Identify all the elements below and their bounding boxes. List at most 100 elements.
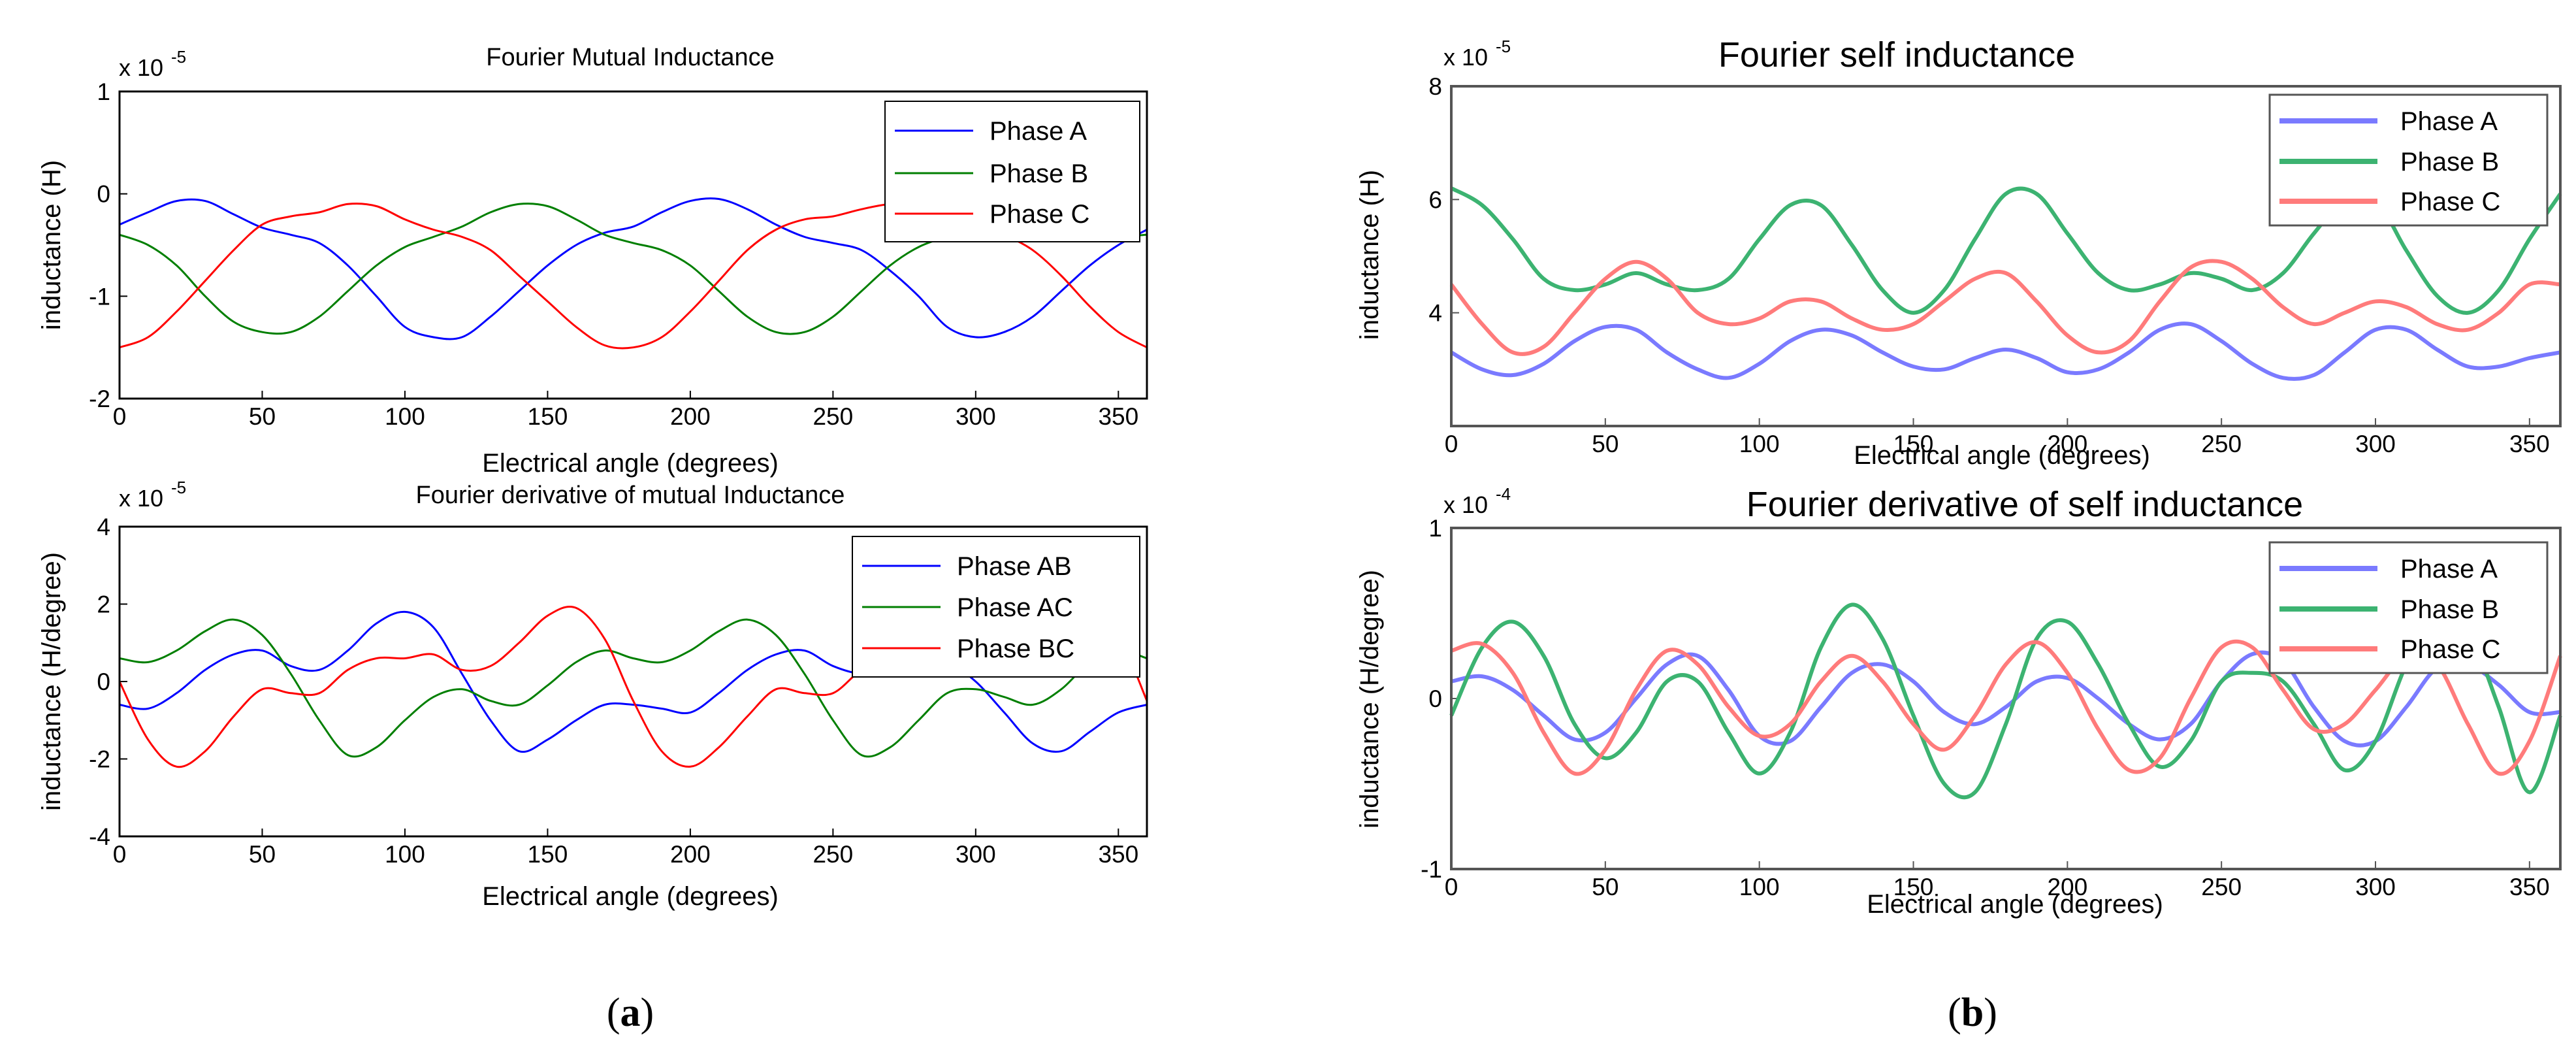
x-tick-label: 50 [1592,431,1618,457]
x-tick-label: 0 [113,841,127,868]
y-tick-label: 1 [1428,515,1442,542]
y-tick-label: -1 [1421,856,1442,883]
y-axis-label: inductance (H/degree) [1355,570,1384,829]
y-tick-label: 6 [1428,186,1442,213]
y-tick-label: 0 [1428,685,1442,712]
legend-label-phase-ab: Phase AB [957,552,1072,581]
y-tick-label: -1 [89,283,110,310]
chart-title: Fourier self inductance [1718,35,2075,74]
series-line-phase-c [1449,259,2561,356]
x-axis-label: Electrical angle (degrees) [482,882,779,911]
multiplier-exponent: -5 [1496,37,1511,56]
x-tick-label: 200 [2047,874,2087,900]
y-tick-label: 1 [97,78,110,105]
legend-label-phase-b: Phase B [990,159,1088,188]
multiplier-exponent: -5 [171,478,186,497]
legend-label-phase-c: Phase C [2400,635,2500,664]
x-tick-label: 100 [385,403,425,430]
x-tick-label: 300 [2355,874,2396,900]
series-line-phase-ac [119,618,1148,758]
chart-derivative-mutual-inductance: Fourier derivative of mutual Inductance … [37,478,1148,911]
y-axis-label: inductance (H) [37,160,66,330]
panel-label-a-close: ) [641,991,654,1035]
x-tick-label: 100 [1739,431,1780,457]
chart-title: Fourier derivative of mutual Inductance [416,482,845,509]
tick-labels: 0 50 100 150 200 250 300 350 1 0 -1 -2 [89,78,1138,430]
multiplier-exponent: -5 [171,47,186,67]
legend-label-phase-bc: Phase BC [957,634,1074,663]
x-tick-label: 50 [1592,874,1618,900]
x-tick-label: 300 [956,403,996,430]
y-tick-label: 4 [1428,300,1442,327]
legend-label-phase-c: Phase C [2400,188,2500,216]
x-tick-label: 350 [1098,403,1138,430]
series-line-phase-ab [119,610,1148,753]
plot-frame [1450,527,2562,870]
panel-label-b-close: ) [1984,991,1997,1035]
series-line-phase-c [1451,639,2562,776]
y-tick-label: -2 [89,386,110,412]
x-tick-label: 350 [2509,431,2550,457]
x-tick-label: 150 [1893,874,1934,900]
y-tick-label: 4 [97,514,110,540]
legend-label-phase-b: Phase B [2400,595,2499,624]
x-tick-label: 250 [2201,874,2242,900]
y-tick-label: -2 [89,746,110,773]
x-tick-label: 300 [956,841,996,868]
x-axis-label: Electrical angle (degrees) [1867,890,2163,919]
plot-frame [118,525,1148,838]
x-axis-label: Electrical angle (degrees) [1854,441,2150,470]
x-tick-label: 250 [2201,431,2242,457]
x-tick-label: 50 [249,403,276,430]
plot-frame [1450,85,2562,427]
x-axis-label: Electrical angle (degrees) [482,449,779,478]
legend-label-phase-a: Phase A [2400,107,2498,136]
x-tick-label: 100 [1739,874,1780,900]
series-line-phase-a [1450,321,2561,381]
multiplier-base: x 10 [1443,44,1488,71]
x-tick-label: 350 [1098,841,1138,868]
multiplier-base: x 10 [1443,491,1488,518]
multiplier-base: x 10 [119,485,163,512]
plot-frame [118,90,1148,400]
legend-label-phase-b: Phase B [2400,148,2499,176]
legend: Phase A Phase B Phase C [884,101,1140,242]
legend: Phase A Phase B Phase C [2268,541,2549,674]
y-tick-label: 2 [97,591,110,618]
legend-box [884,101,1140,242]
x-tick-label: 150 [528,841,568,868]
x-tick-label: 250 [813,403,853,430]
chart-title: Fourier derivative of self inductance [1747,485,2303,524]
x-tick-label: 100 [385,841,425,868]
series-line-phase-a [119,197,1148,340]
panel-label-b-letter: b [1961,991,1984,1035]
panel-label-a-letter: a [620,991,641,1035]
x-tick-label: 350 [2509,874,2550,900]
x-tick-label: 0 [113,403,127,430]
legend-label-phase-c: Phase C [990,200,1089,229]
y-tick-label: -4 [89,823,110,850]
panel-label-b: (b) [1948,991,1997,1035]
x-tick-label: 200 [2047,431,2087,457]
y-axis-label: inductance (H) [1355,170,1384,340]
multiplier-exponent: -4 [1496,484,1511,504]
chart-derivative-self-inductance: Fourier derivative of self inductance x … [1355,484,2562,919]
legend: Phase A Phase B Phase C [2268,93,2549,227]
x-tick-label: 250 [813,841,853,868]
y-tick-label: 0 [97,668,110,695]
series-line-phase-b [1449,602,2562,800]
x-tick-label: 200 [670,403,711,430]
legend-label-phase-a: Phase A [990,117,1087,146]
series-lines [1449,602,2562,800]
x-tick-label: 150 [1893,431,1934,457]
chart-self-inductance: Fourier self inductance x 10 -5 inductan… [1355,35,2562,470]
x-tick-label: 0 [1445,874,1458,900]
legend: Phase AB Phase AC Phase BC [852,536,1140,678]
x-tick-label: 0 [1445,431,1458,457]
chart-title: Fourier Mutual Inductance [486,44,774,71]
panel-label-b-open: ( [1948,991,1961,1035]
panel-label-a: (a) [607,991,654,1035]
multiplier-base: x 10 [119,54,163,81]
y-tick-label: 8 [1428,73,1442,100]
